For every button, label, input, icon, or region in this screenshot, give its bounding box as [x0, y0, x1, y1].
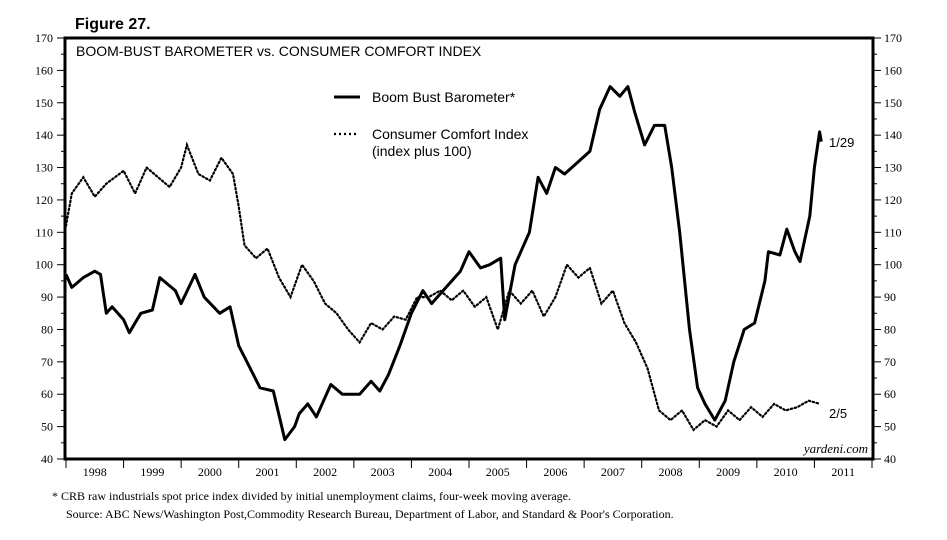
y-tick-label-right: 50	[884, 420, 896, 434]
x-tick-label: 2003	[371, 465, 395, 479]
y-tick-label-left: 90	[41, 290, 53, 304]
y-tick-label-left: 170	[35, 31, 53, 45]
legend-label-comfort: Consumer Comfort Index	[372, 126, 528, 142]
x-tick-label: 2002	[313, 465, 337, 479]
y-tick-label-right: 70	[884, 355, 896, 369]
y-tick-label-left: 150	[35, 96, 53, 110]
y-tick-label-left: 70	[41, 355, 53, 369]
y-tick-label-right: 140	[884, 128, 902, 142]
legend-label-comfort-sub: (index plus 100)	[372, 143, 472, 159]
y-tick-label-left: 80	[41, 322, 53, 336]
y-tick-label-left: 120	[35, 193, 53, 207]
x-axis: 1998 1999 2000 2001 2002 2003 2004 2005 2006 2007…	[65, 459, 873, 479]
x-tick-label: 1998	[83, 465, 107, 479]
y-tick-label-left: 40	[41, 452, 53, 466]
x-tick-label: 2001	[256, 465, 280, 479]
x-tick-label: 1999	[140, 465, 164, 479]
y-tick-label-right: 170	[884, 31, 902, 45]
y-tick-label-right: 100	[884, 258, 902, 272]
y-tick-label-right: 110	[884, 225, 902, 239]
x-tick-label: 2007	[601, 465, 625, 479]
series-line-boom-bust-barometer	[64, 85, 823, 442]
chart-title: BOOM-BUST BAROMETER vs. CONSUMER COMFORT…	[76, 43, 482, 59]
y-tick-label-left: 50	[41, 420, 53, 434]
y-tick-label-right: 80	[884, 322, 896, 336]
x-tick-label: 2009	[716, 465, 740, 479]
x-tick-label: 2004	[428, 465, 452, 479]
y-tick-label-right: 60	[884, 387, 896, 401]
x-tick-label: 2000	[198, 465, 222, 479]
y-tick-label-left: 160	[35, 63, 53, 77]
y-tick-label-right: 160	[884, 63, 902, 77]
y-tick-label-right: 120	[884, 193, 902, 207]
y-axis: 40 40 50 50 60 60 70 70 80 80 90 90 100 100 110 110 120 1…	[35, 31, 902, 466]
end-label-boom-bust: 1/29	[829, 135, 854, 150]
y-tick-label-left: 110	[35, 225, 53, 239]
y-tick-label-right: 40	[884, 452, 896, 466]
series-line-consumer-comfort-index	[64, 141, 822, 432]
y-tick-label-left: 100	[35, 258, 53, 272]
x-tick-label: 2006	[543, 465, 567, 479]
figure-label: Figure 27.	[75, 16, 151, 33]
y-tick-label-right: 130	[884, 161, 902, 175]
y-tick-label-left: 140	[35, 128, 53, 142]
watermark: yardeni.com	[802, 441, 868, 456]
y-tick-label-right: 150	[884, 96, 902, 110]
y-tick-label-left: 130	[35, 161, 53, 175]
x-tick-label: 2011	[831, 465, 855, 479]
x-tick-label: 2005	[486, 465, 510, 479]
y-tick-label-right: 90	[884, 290, 896, 304]
x-tick-label: 2010	[774, 465, 798, 479]
legend-label-boom-bust: Boom Bust Barometer*	[372, 89, 516, 105]
x-tick-label: 2008	[659, 465, 683, 479]
source-note: Source: ABC News/Washington Post,Commodi…	[66, 507, 674, 521]
footnote: * CRB raw industrials spot price index d…	[52, 489, 571, 503]
end-label-comfort: 2/5	[829, 406, 847, 421]
legend: Boom Bust Barometer* Consumer Comfort In…	[334, 89, 528, 159]
y-tick-label-left: 60	[41, 387, 53, 401]
